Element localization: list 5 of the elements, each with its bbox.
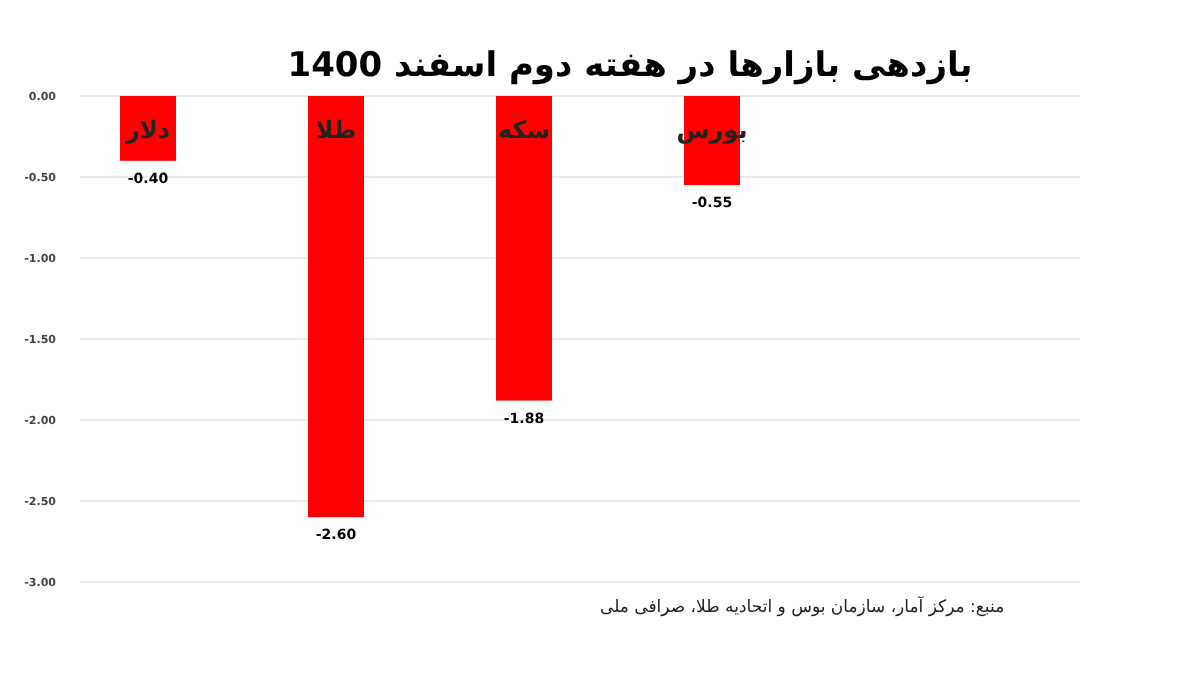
- x-tick-label: سکه: [497, 116, 551, 144]
- chart-title: بازدهی بازارها در هفته دوم اسفند 1400: [287, 46, 973, 86]
- x-tick-label: طلا: [315, 116, 357, 144]
- x-tick-label: دلار: [123, 116, 171, 144]
- text: منبع: مرکز آمار، سازمان بوس و اتحادیه طلا، صرافی ملی: [600, 596, 1005, 618]
